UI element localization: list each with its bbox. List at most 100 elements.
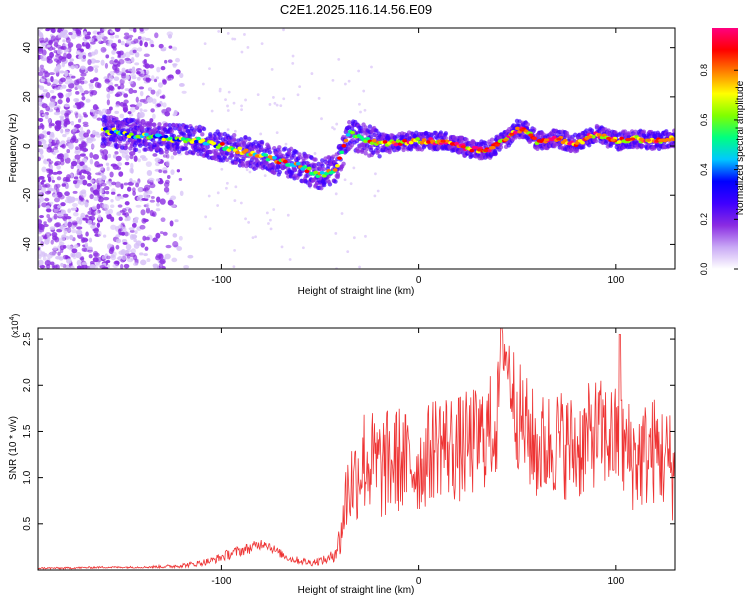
noise-cell	[75, 229, 83, 236]
noise-cell	[86, 182, 92, 187]
noise-cell	[149, 183, 156, 189]
noise-cell	[121, 254, 127, 261]
ridge-halo-cell	[137, 121, 143, 126]
noise-cell	[334, 232, 338, 235]
noise-cell	[38, 148, 43, 152]
noise-cell	[38, 247, 41, 251]
noise-cell	[38, 37, 45, 43]
noise-cell	[150, 89, 156, 95]
ridge-halo-cell	[347, 120, 352, 125]
ridge-peak-cell	[645, 138, 652, 142]
noise-cell	[58, 194, 65, 200]
ridge-halo-cell	[291, 153, 296, 158]
noise-cell	[102, 28, 107, 32]
ridge-halo-cell	[277, 145, 282, 150]
noise-cell	[159, 198, 166, 205]
noise-cell	[38, 254, 42, 260]
noise-cell	[140, 259, 147, 266]
noise-cell	[40, 241, 45, 247]
noise-cell	[110, 35, 115, 39]
noise-cell	[103, 186, 110, 191]
noise-cell	[56, 153, 62, 160]
ridge-halo-cell	[298, 172, 303, 177]
ridge-halo-cell	[313, 157, 318, 162]
noise-cell	[38, 97, 42, 103]
noise-cell	[110, 204, 115, 208]
noise-cell	[231, 37, 235, 41]
noise-cell	[59, 224, 66, 231]
noise-cell	[133, 155, 138, 162]
ridge-halo-cell	[339, 164, 344, 170]
noise-cell	[259, 132, 263, 136]
y-tick-label: 2.0	[22, 378, 33, 392]
noise-cell	[38, 156, 41, 162]
noise-cell	[96, 117, 102, 121]
noise-cell	[232, 265, 236, 269]
ridge-halo-cell	[110, 121, 116, 126]
noise-cell	[145, 207, 151, 214]
noise-cell	[110, 198, 114, 203]
noise-cell	[99, 265, 106, 269]
noise-cell	[90, 224, 96, 229]
noise-cell	[88, 37, 95, 43]
noise-cell	[71, 225, 75, 230]
ridge-peak-cell	[503, 138, 509, 142]
noise-cell	[100, 46, 107, 53]
noise-cell	[137, 36, 142, 40]
noise-cell	[178, 177, 183, 181]
ridge-halo-cell	[320, 163, 325, 168]
noise-cell	[376, 189, 380, 193]
noise-cell	[52, 38, 60, 44]
ridge-halo-cell	[640, 143, 645, 149]
ridge-peak-cell	[574, 141, 580, 145]
noise-cell	[75, 43, 82, 50]
noise-cell	[38, 184, 43, 190]
noise-cell	[124, 231, 131, 237]
noise-cell	[131, 76, 137, 80]
noise-cell	[71, 221, 78, 225]
noise-cell	[144, 184, 151, 191]
noise-cell	[166, 31, 173, 37]
noise-cell	[179, 190, 184, 197]
noise-cell	[70, 64, 75, 70]
noise-cell	[136, 196, 141, 201]
noise-cell	[373, 194, 377, 198]
noise-cell	[95, 133, 101, 138]
noise-cell	[53, 149, 60, 154]
noise-cell	[349, 182, 353, 186]
noise-cell	[85, 231, 89, 237]
noise-cell	[133, 242, 140, 249]
noise-cell	[70, 265, 75, 269]
noise-cell	[53, 87, 59, 91]
ridge-halo-cell	[672, 128, 675, 133]
noise-cell	[53, 204, 59, 210]
noise-cell	[92, 228, 99, 232]
noise-cell	[174, 219, 179, 223]
noise-cell	[123, 99, 129, 104]
ridge-halo-cell	[301, 161, 306, 166]
noise-cell	[39, 123, 44, 128]
noise-cell	[142, 28, 150, 31]
noise-cell	[301, 246, 305, 250]
noise-cell	[147, 87, 153, 92]
noise-cell	[110, 254, 115, 258]
noise-cell	[233, 248, 236, 252]
noise-cell	[62, 133, 67, 138]
noise-cell	[142, 59, 147, 65]
noise-cell	[54, 197, 60, 203]
noise-cell	[51, 265, 56, 269]
noise-cell	[89, 158, 94, 165]
noise-cell	[331, 126, 334, 129]
noise-cell	[363, 108, 367, 112]
noise-cell	[247, 220, 251, 224]
noise-cell	[208, 67, 211, 71]
noise-cell	[146, 96, 154, 103]
noise-cell	[140, 242, 145, 248]
noise-cell	[245, 168, 249, 172]
noise-cell	[96, 222, 101, 228]
noise-cell	[138, 73, 146, 78]
ridge-halo-cell	[161, 140, 166, 145]
noise-cell	[148, 64, 155, 69]
noise-cell	[95, 35, 102, 39]
noise-cell	[132, 89, 138, 94]
